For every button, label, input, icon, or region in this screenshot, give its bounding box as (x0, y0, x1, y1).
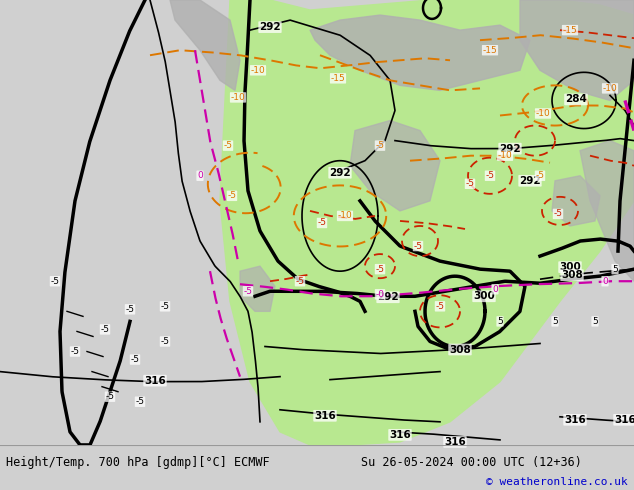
Text: -15: -15 (330, 74, 346, 83)
Polygon shape (310, 15, 530, 90)
Text: -5: -5 (536, 172, 545, 180)
Polygon shape (552, 176, 600, 226)
Text: 0: 0 (602, 277, 608, 286)
Polygon shape (240, 266, 275, 311)
Text: -5: -5 (436, 302, 444, 311)
Polygon shape (350, 121, 440, 211)
Text: 5: 5 (497, 317, 503, 326)
Text: 316: 316 (144, 376, 166, 386)
Text: 292: 292 (519, 176, 541, 186)
Text: -5: -5 (224, 141, 233, 150)
Text: -5: -5 (131, 355, 139, 364)
Text: -5: -5 (126, 305, 134, 314)
Polygon shape (580, 141, 634, 281)
Text: 300: 300 (473, 291, 495, 301)
Text: -10: -10 (250, 66, 266, 75)
Text: -10: -10 (231, 93, 245, 102)
Polygon shape (308, 108, 340, 136)
Text: -5: -5 (465, 179, 474, 188)
Text: 308: 308 (449, 344, 471, 354)
Text: 308: 308 (561, 270, 583, 280)
Text: 316: 316 (614, 415, 634, 425)
Text: -10: -10 (338, 211, 353, 220)
Text: Height/Temp. 700 hPa [gdmp][°C] ECMWF: Height/Temp. 700 hPa [gdmp][°C] ECMWF (6, 456, 270, 468)
Text: -5: -5 (228, 192, 236, 200)
Text: 316: 316 (389, 430, 411, 440)
Text: 316: 316 (564, 415, 586, 425)
Text: -5: -5 (51, 277, 60, 286)
Text: 316: 316 (314, 411, 336, 421)
Text: -5: -5 (295, 277, 304, 286)
Text: -15: -15 (482, 46, 498, 55)
Text: 0: 0 (492, 285, 498, 294)
Text: -5: -5 (318, 219, 327, 227)
Text: -5: -5 (243, 287, 252, 296)
Text: -15: -15 (562, 25, 578, 35)
Text: 292: 292 (259, 22, 281, 32)
Text: -5: -5 (413, 242, 422, 250)
Text: -10: -10 (498, 151, 512, 160)
Text: 316: 316 (444, 437, 466, 447)
Text: 0: 0 (197, 172, 203, 180)
Text: 5: 5 (592, 317, 598, 326)
Text: 292: 292 (499, 144, 521, 154)
Text: 292: 292 (329, 168, 351, 178)
Text: -5: -5 (486, 172, 495, 180)
Text: Su 26-05-2024 00:00 UTC (12+36): Su 26-05-2024 00:00 UTC (12+36) (361, 456, 582, 468)
Text: -5: -5 (375, 141, 384, 150)
Text: -5: -5 (160, 337, 169, 346)
Text: -0: -0 (375, 290, 384, 299)
Polygon shape (170, 0, 240, 90)
Text: -5: -5 (70, 347, 79, 356)
Text: -5: -5 (553, 209, 562, 219)
Text: © weatheronline.co.uk: © weatheronline.co.uk (486, 477, 628, 487)
Text: -5: -5 (136, 397, 145, 406)
Text: 300: 300 (559, 262, 581, 272)
Text: -10: -10 (603, 84, 618, 93)
Text: -5: -5 (101, 325, 110, 334)
Text: -10: -10 (536, 109, 550, 118)
Text: -5: -5 (160, 302, 169, 311)
Polygon shape (520, 0, 634, 100)
Text: 292: 292 (377, 292, 399, 302)
Text: 284: 284 (565, 95, 587, 104)
Text: -5: -5 (375, 265, 384, 273)
Text: -5: -5 (105, 392, 115, 401)
Polygon shape (220, 0, 634, 445)
Text: 5: 5 (552, 317, 558, 326)
Text: 5: 5 (612, 265, 618, 273)
